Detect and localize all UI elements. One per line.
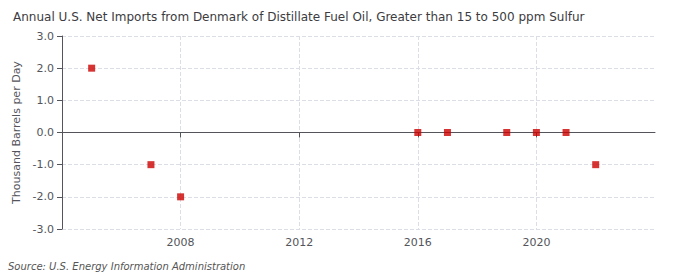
svg-text:1.0: 1.0 [37,94,55,107]
svg-text:2.0: 2.0 [37,62,55,75]
svg-text:0.0: 0.0 [37,126,55,139]
svg-text:Source: U.S. Energy Informatio: Source: U.S. Energy Information Administ… [8,261,245,272]
svg-text:2016: 2016 [404,236,432,249]
svg-text:2020: 2020 [522,236,550,249]
svg-text:-1.0: -1.0 [33,158,54,171]
svg-text:2008: 2008 [167,236,195,249]
svg-text:Annual U.S. Net Imports from D: Annual U.S. Net Imports from Denmark of … [13,10,585,24]
svg-text:3.0: 3.0 [37,30,55,43]
svg-text:-3.0: -3.0 [33,223,54,236]
svg-text:2012: 2012 [285,236,313,249]
svg-text:-2.0: -2.0 [33,190,54,203]
svg-text:Thousand Barrels per Day: Thousand Barrels per Day [10,61,23,205]
